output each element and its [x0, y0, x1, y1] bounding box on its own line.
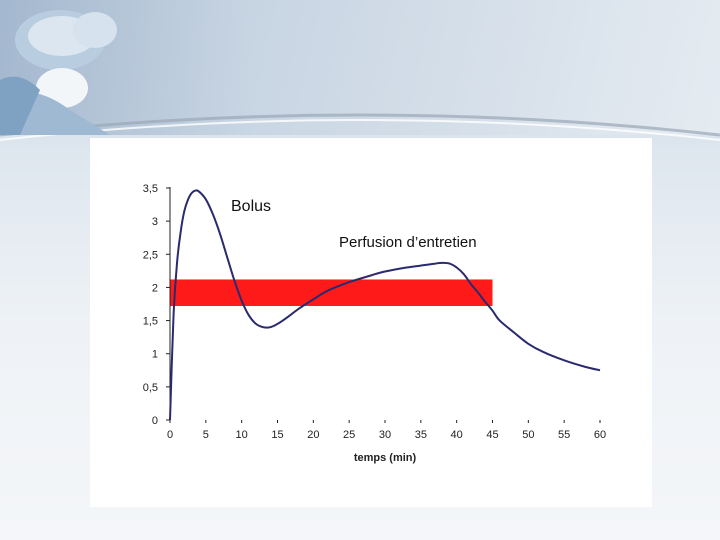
x-tick-label: 55	[558, 429, 570, 441]
x-tick-label: 0	[167, 429, 173, 441]
y-tick-label: 3,5	[143, 183, 158, 195]
y-tick-label: 0	[152, 415, 158, 427]
x-tick-label: 40	[451, 429, 463, 441]
target-band	[170, 279, 493, 306]
annotation-perfusion: Perfusion d’entretien	[339, 234, 477, 251]
concentration-series-line	[169, 189, 601, 421]
x-tick-label: 35	[415, 429, 427, 441]
y-tick-label: 0,5	[143, 382, 158, 394]
y-tick-label: 1,5	[143, 316, 158, 328]
y-tick-label: 2	[152, 282, 158, 294]
chart-panel: 0 0,5 1 1,5 2 2,5 3 3,5 0 5 10 15 20 25 30 35 40 45 50 55 60…	[90, 138, 652, 507]
x-tick-label: 15	[271, 429, 283, 441]
line-chart: 0 0,5 1 1,5 2 2,5 3 3,5 0 5 10 15 20 25 30 35 40 45 50 55 60…	[143, 183, 606, 464]
x-tick-label: 50	[522, 429, 534, 441]
x-tick-label: 45	[486, 429, 498, 441]
x-tick-label: 20	[307, 429, 319, 441]
x-tick-label: 25	[343, 429, 355, 441]
x-tick-label: 10	[236, 429, 248, 441]
x-axis-title: temps (min)	[354, 452, 417, 464]
x-tick-label: 5	[203, 429, 209, 441]
annotation-bolus: Bolus	[231, 198, 271, 215]
y-tick-label: 3	[152, 216, 158, 228]
x-tick-label: 30	[379, 429, 391, 441]
y-tick-label: 2,5	[143, 249, 158, 261]
y-tick-label: 1	[152, 349, 158, 361]
surgeon-photo-decor	[0, 10, 117, 135]
x-tick-label: 60	[594, 429, 606, 441]
